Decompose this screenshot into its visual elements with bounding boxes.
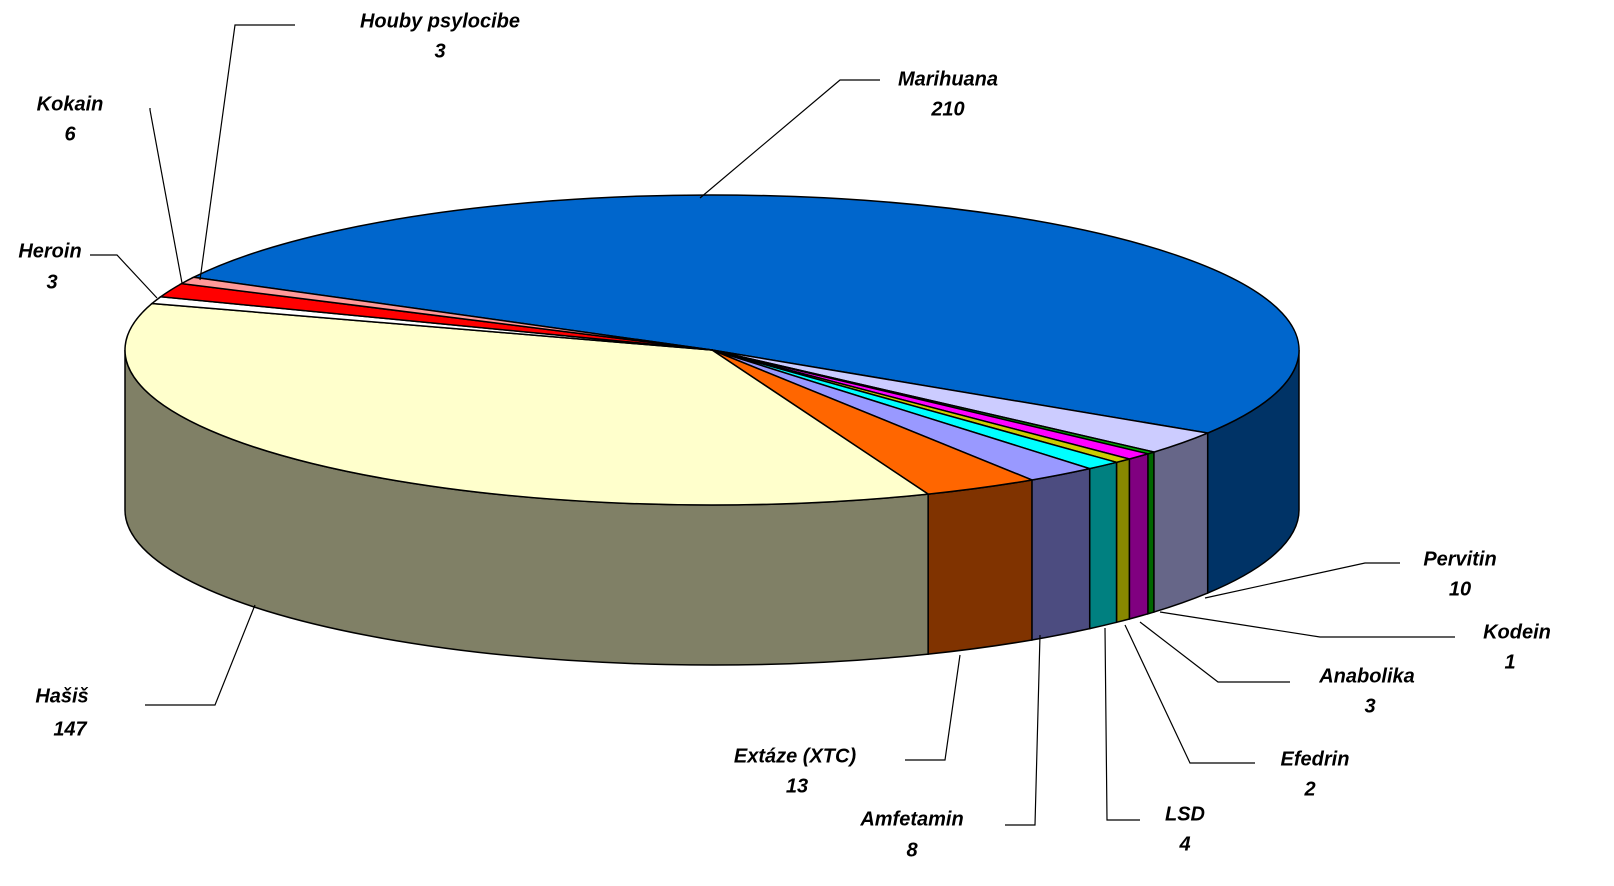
slice-value: 1 <box>1504 651 1515 673</box>
slice-value: 10 <box>1449 578 1471 600</box>
leader-line <box>145 604 256 706</box>
slice-value: 3 <box>434 40 445 62</box>
slice <box>191 194 1300 434</box>
leader-line <box>1139 621 1290 683</box>
slice-label: Houby psylocibe <box>360 10 520 32</box>
leader-line <box>905 654 961 761</box>
leader-line <box>699 79 880 199</box>
slice-side <box>1031 467 1091 641</box>
slice-side <box>1153 431 1209 614</box>
slice-value: 8 <box>906 839 918 861</box>
leader-line <box>90 254 158 299</box>
slice <box>179 276 713 351</box>
slice-value: 2 <box>1303 778 1315 800</box>
slice <box>124 302 931 506</box>
slice-value: 6 <box>64 123 76 145</box>
slice-side <box>1088 461 1118 630</box>
slice-label: LSD <box>1165 803 1205 825</box>
slice-label: Kokain <box>37 93 104 115</box>
leader-line <box>1204 562 1400 599</box>
leader-line <box>1005 634 1041 826</box>
slice-value: 210 <box>930 98 964 120</box>
slice-label: Pervitin <box>1423 548 1496 570</box>
slice-value: 3 <box>1364 695 1375 717</box>
slice-label: Efedrin <box>1281 748 1350 770</box>
slice-side <box>1128 452 1149 620</box>
slice-value: 4 <box>1178 833 1190 855</box>
slice-label: Marihuana <box>898 68 998 90</box>
slice-side <box>1115 458 1131 624</box>
slice-value: 3 <box>46 271 57 293</box>
slice-value: 13 <box>786 775 808 797</box>
slice-label: Amfetamin <box>859 808 963 830</box>
leader-line <box>149 108 183 284</box>
slice-label: Heroin <box>18 240 81 262</box>
slice-side <box>1147 451 1155 615</box>
leader-line <box>1104 627 1140 821</box>
leader-line <box>1124 624 1255 764</box>
slice-label: Anabolika <box>1318 665 1415 687</box>
slice-label: Hašiš <box>35 685 88 707</box>
slice-label: Kodein <box>1483 621 1551 643</box>
leader-line <box>1159 611 1455 638</box>
slice-value: 147 <box>53 718 87 740</box>
slice-side <box>927 479 1033 655</box>
leader-line <box>199 24 295 281</box>
slice-label: Extáze (XTC) <box>734 745 857 767</box>
